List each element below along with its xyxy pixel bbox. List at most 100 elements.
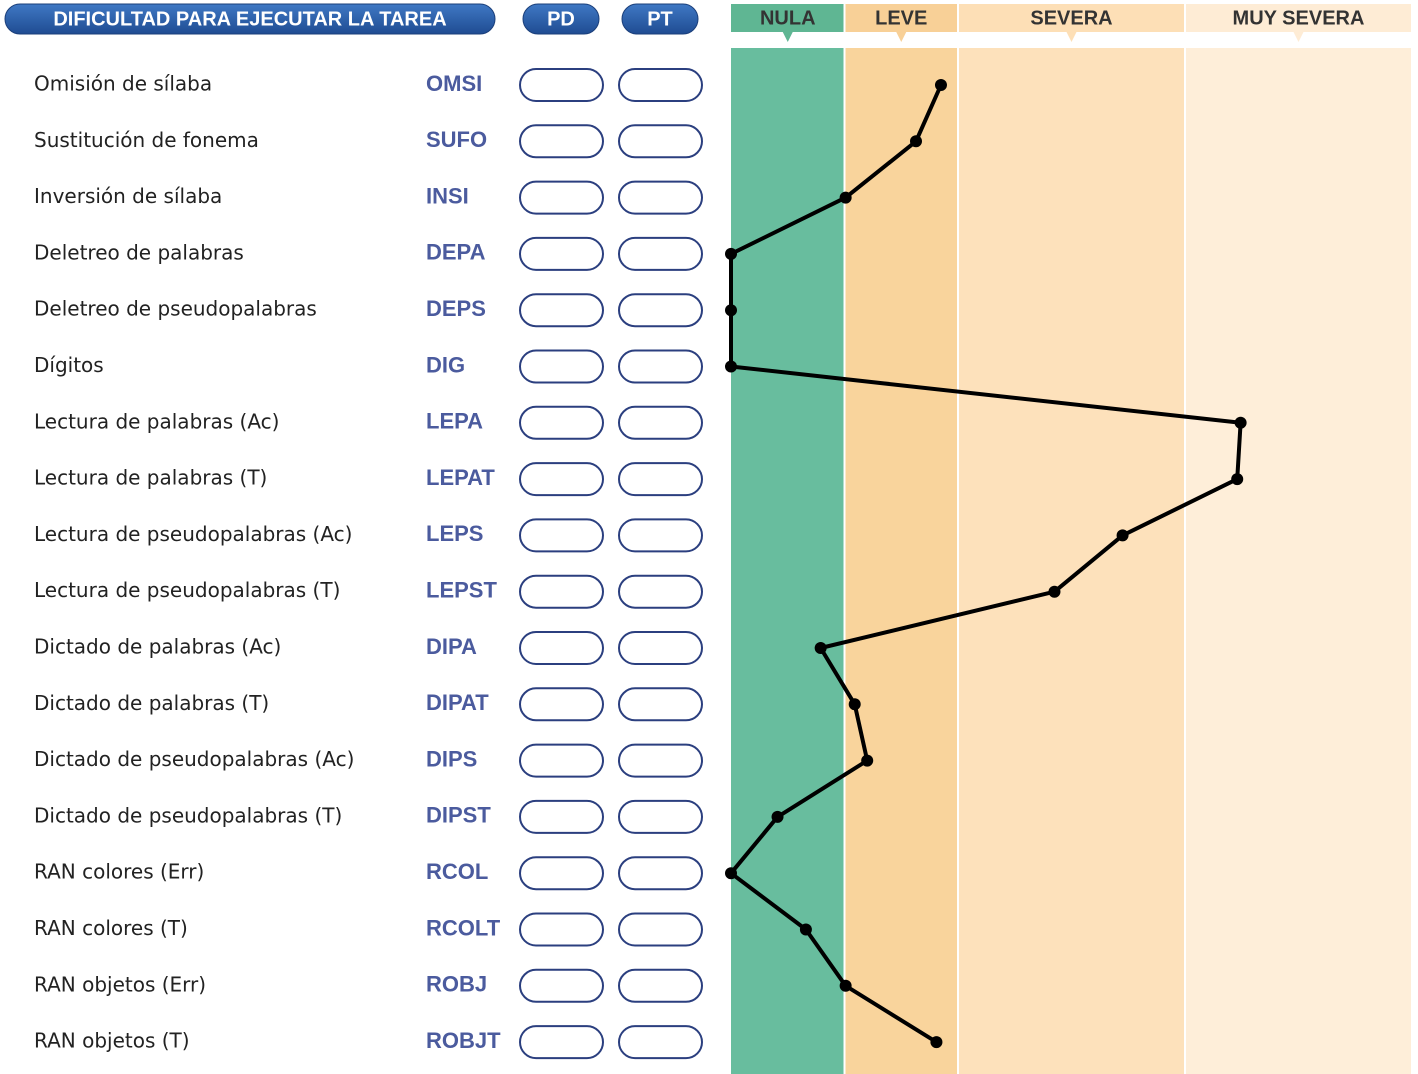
row-label: Dictado de palabras (T) xyxy=(34,691,269,715)
title-pill xyxy=(4,3,496,35)
band-header xyxy=(845,4,957,32)
profile-point xyxy=(930,1036,943,1049)
row-code: LEPA xyxy=(426,409,483,434)
input-box xyxy=(519,518,604,553)
band-pointer xyxy=(782,32,793,42)
input-box xyxy=(618,799,703,834)
input-box xyxy=(519,349,604,384)
band-header xyxy=(731,4,844,32)
profile-point xyxy=(725,247,737,260)
profile-point xyxy=(1231,473,1244,486)
row-code: SUFO xyxy=(426,127,487,152)
row-code: LEPAT xyxy=(426,465,495,490)
row-code: ROBJT xyxy=(426,1028,501,1053)
row-code: DIPA xyxy=(426,634,477,659)
profile-point xyxy=(725,304,737,317)
row-code: RCOLT xyxy=(426,915,501,940)
input-box xyxy=(618,124,703,159)
row-label: Lectura de pseudopalabras (Ac) xyxy=(34,522,352,546)
input-box xyxy=(618,743,703,778)
band xyxy=(959,48,1184,1074)
profile-point xyxy=(799,923,812,936)
row-label: Dígitos xyxy=(34,353,104,377)
profile-point xyxy=(1048,585,1061,598)
band xyxy=(731,48,844,1074)
input-box xyxy=(618,518,703,553)
band-label: LEVE xyxy=(875,7,927,29)
profile-point xyxy=(771,810,784,823)
input-box xyxy=(618,1025,703,1060)
column-header: PD xyxy=(547,8,575,30)
profile-point xyxy=(1116,529,1129,542)
input-box xyxy=(519,405,604,440)
input-box xyxy=(618,912,703,947)
input-box xyxy=(519,180,604,215)
input-box xyxy=(519,236,604,271)
row-code: OMSI xyxy=(426,71,482,96)
input-box xyxy=(618,968,703,1003)
column-pill xyxy=(522,3,600,35)
profile-point xyxy=(934,79,947,91)
profile-line xyxy=(729,84,1243,1044)
row-label: Deletreo de pseudopalabras xyxy=(34,297,317,321)
row-label: Deletreo de palabras xyxy=(34,240,244,264)
profile-point xyxy=(910,135,923,148)
row-label: Sustitución de fonema xyxy=(34,128,259,152)
profile-point xyxy=(725,867,737,880)
row-label: RAN colores (Err) xyxy=(34,860,204,884)
profile-point xyxy=(839,979,852,992)
input-box xyxy=(618,236,703,271)
row-label: Inversión de sílaba xyxy=(34,184,222,208)
input-box xyxy=(519,856,604,891)
row-code: DEPA xyxy=(426,240,486,265)
column-header: PT xyxy=(647,8,673,30)
band-pointer xyxy=(896,32,907,42)
row-label: Dictado de pseudopalabras (Ac) xyxy=(34,747,354,771)
profile-point xyxy=(848,698,861,711)
band xyxy=(1186,48,1411,1074)
band-header xyxy=(1186,4,1411,32)
input-box xyxy=(519,799,604,834)
profile-point xyxy=(861,754,874,767)
row-label: RAN objetos (Err) xyxy=(34,972,206,996)
profile-point xyxy=(814,642,827,654)
input-box xyxy=(519,1025,604,1060)
band-pointer xyxy=(1066,32,1077,42)
band xyxy=(845,48,957,1074)
row-label: Lectura de palabras (T) xyxy=(34,466,267,490)
row-code: RCOL xyxy=(426,859,488,884)
input-box xyxy=(618,631,703,665)
input-box xyxy=(519,574,604,609)
row-label: Dictado de pseudopalabras (T) xyxy=(34,803,342,827)
input-box xyxy=(618,574,703,609)
input-box xyxy=(618,687,703,722)
input-box xyxy=(618,856,703,891)
band-header xyxy=(959,4,1184,32)
input-box xyxy=(618,405,703,440)
row-label: Dictado de palabras (Ac) xyxy=(34,635,281,659)
profile-point xyxy=(1234,416,1247,429)
row-label: Lectura de pseudopalabras (T) xyxy=(34,578,340,602)
input-box xyxy=(519,687,604,722)
profile-point xyxy=(839,191,852,204)
chart-title: DIFICULTAD PARA EJECUTAR LA TAREA xyxy=(53,8,446,30)
input-box xyxy=(618,293,703,328)
row-code: ROBJ xyxy=(426,972,487,997)
row-code: LEPS xyxy=(426,521,483,546)
input-box xyxy=(618,180,703,215)
row-code: DIPAT xyxy=(426,690,489,715)
row-label: Omisión de sílaba xyxy=(34,72,212,96)
input-box xyxy=(519,462,604,497)
profile-point xyxy=(725,360,737,373)
row-label: RAN objetos (T) xyxy=(34,1029,190,1053)
input-box xyxy=(519,124,604,159)
input-box xyxy=(519,68,604,102)
band-label: SEVERA xyxy=(1030,7,1112,29)
row-code: INSI xyxy=(426,183,469,208)
row-code: DIPS xyxy=(426,746,477,771)
row-label: RAN colores (T) xyxy=(34,916,188,940)
row-code: LEPST xyxy=(426,578,497,603)
input-box xyxy=(519,631,604,665)
row-label: Lectura de palabras (Ac) xyxy=(34,409,279,433)
